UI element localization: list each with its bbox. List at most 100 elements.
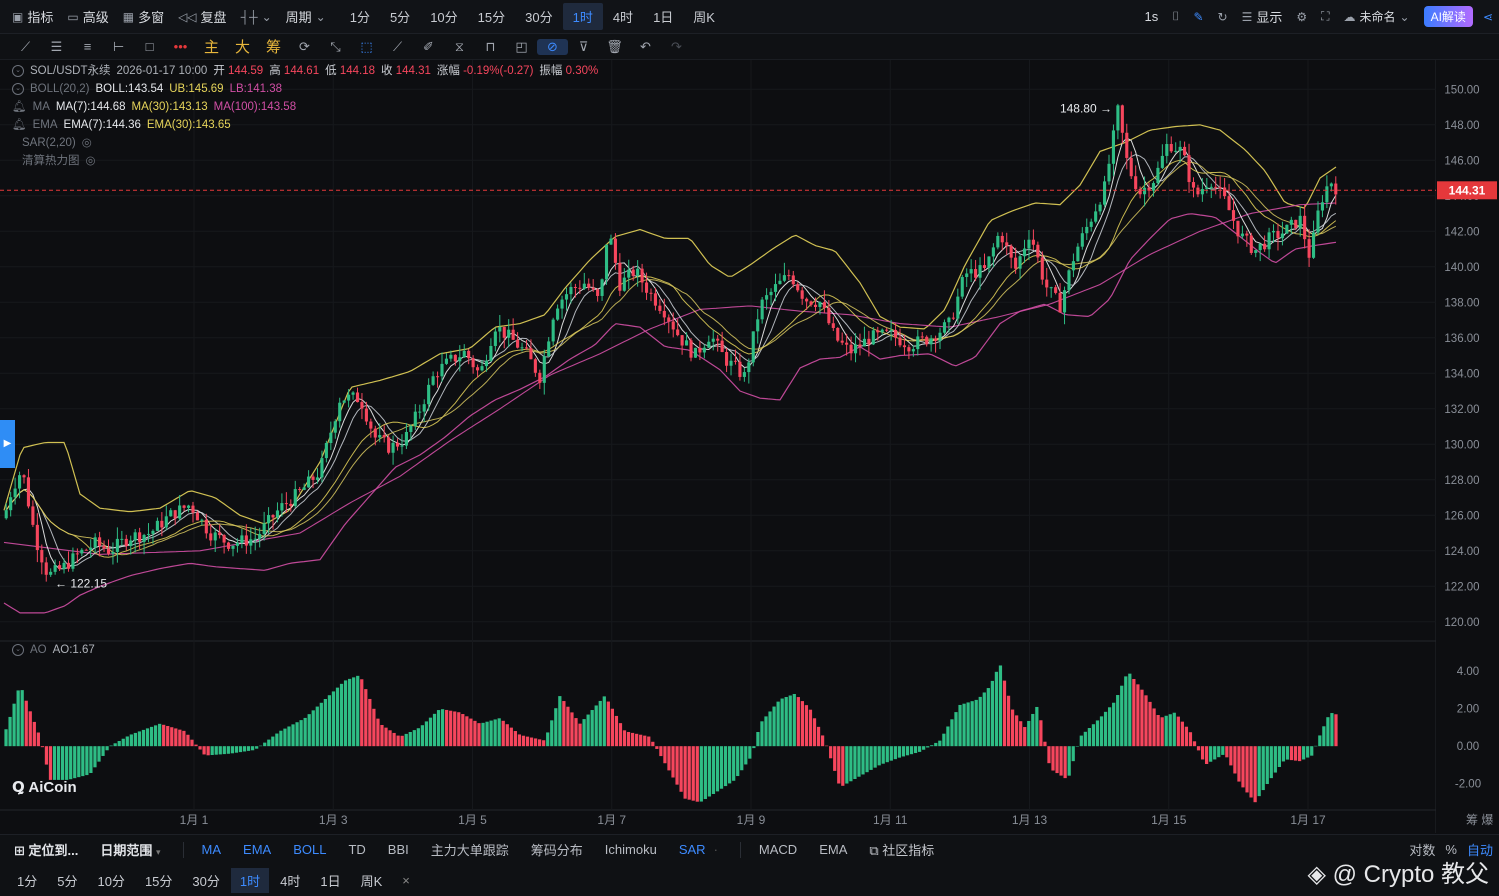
brush-icon[interactable]: ✐ bbox=[423, 38, 434, 54]
eye-hidden-icon[interactable]: ◎ bbox=[81, 137, 92, 149]
indicator-ema-sub[interactable]: EMA bbox=[819, 842, 848, 857]
advanced-button[interactable]: ▭ 高级 bbox=[67, 7, 108, 26]
period-tab[interactable]: 5分 bbox=[57, 873, 78, 889]
percent-toggle[interactable]: % bbox=[1445, 842, 1457, 857]
hide-drawings-icon[interactable]: ◰ bbox=[515, 38, 528, 54]
period-tab[interactable]: 5分 bbox=[389, 10, 411, 25]
ray-tool-icon[interactable]: ⊢ bbox=[112, 38, 125, 54]
period-tab[interactable]: 10分 bbox=[430, 10, 458, 25]
redo-icon[interactable]: ↷ bbox=[671, 38, 682, 54]
indicator-item[interactable]: BOLL bbox=[293, 842, 327, 857]
large-order-tool[interactable]: 大 bbox=[234, 39, 250, 56]
cursor-icon[interactable]: ⬚ bbox=[360, 38, 373, 54]
period-tab[interactable]: 1时 bbox=[562, 3, 603, 30]
indicator-item[interactable]: Ichimoku bbox=[604, 842, 657, 857]
measure-icon[interactable]: ⤡ bbox=[330, 38, 341, 54]
collapse-icon[interactable]: ⌄ bbox=[12, 83, 24, 95]
period-tab[interactable]: 15分 bbox=[477, 10, 506, 25]
more-tools-icon[interactable]: ••• bbox=[173, 39, 188, 54]
replay-button[interactable]: ◁◁ 复盘 bbox=[178, 7, 226, 26]
display-button[interactable]: ☰ 显示 bbox=[1242, 7, 1283, 26]
period-tab[interactable]: 4时 bbox=[612, 10, 634, 25]
undo-icon[interactable]: ↶ bbox=[640, 38, 651, 54]
auto-scale-toggle[interactable]: 自动 bbox=[1466, 843, 1493, 858]
multi-window-button[interactable]: ▦ 多窗 bbox=[123, 7, 164, 26]
ao-bar bbox=[554, 708, 558, 747]
period-tab[interactable]: 1时 bbox=[230, 867, 270, 893]
period-tab[interactable]: 1日 bbox=[653, 10, 674, 25]
filter-icon[interactable]: ⊽ bbox=[578, 38, 589, 54]
date-range-dropdown[interactable]: 日期范围 ▾ bbox=[100, 840, 160, 859]
sar-name[interactable]: SAR(2,20) bbox=[22, 137, 76, 149]
ao-bar bbox=[566, 706, 570, 747]
indicator-item[interactable]: BBI bbox=[387, 842, 409, 857]
interval-button[interactable]: 1s bbox=[1145, 9, 1159, 24]
share-icon[interactable]: ⋖ bbox=[1482, 9, 1493, 24]
parallel-lines-icon[interactable]: ≡ bbox=[83, 39, 92, 54]
ao-bar bbox=[56, 746, 61, 780]
locate-button[interactable]: ⊞ 定位到... bbox=[14, 840, 78, 859]
main-force-tool[interactable]: 主 bbox=[203, 39, 219, 56]
candle-body bbox=[1271, 230, 1276, 233]
edit-icon[interactable]: ✎ bbox=[1193, 9, 1204, 24]
expand-panel-icon[interactable]: ▶ bbox=[0, 420, 15, 468]
period-tab[interactable]: 1日 bbox=[320, 873, 341, 889]
period-dropdown[interactable]: 周期 ⌄ bbox=[286, 7, 326, 26]
period-tab[interactable]: 周K bbox=[360, 873, 383, 889]
period-tab[interactable]: 4时 bbox=[280, 873, 301, 889]
community-indicators-button[interactable]: ⧉ 社区指标 bbox=[869, 840, 934, 859]
ma-name[interactable]: MA bbox=[32, 101, 50, 113]
sync-icon[interactable]: ⟳ bbox=[299, 38, 310, 54]
collapse-icon[interactable]: ⌄ bbox=[12, 65, 24, 77]
price-chart[interactable]: 150.00148.00146.00144.00142.00140.00138.… bbox=[0, 60, 1499, 833]
heatmap-name[interactable]: 清算热力图 bbox=[22, 155, 80, 167]
indicators-button[interactable]: ▣ 指标 bbox=[12, 7, 53, 26]
settings-icon[interactable]: ⚙ bbox=[1296, 9, 1308, 24]
boll-mid-line bbox=[5, 161, 1337, 556]
ao-bar bbox=[707, 746, 712, 797]
horizontal-lines-icon[interactable]: ☰ bbox=[50, 38, 63, 54]
magnet-icon[interactable]: ⊘ bbox=[537, 38, 568, 55]
ruler-icon[interactable]: ⟋ bbox=[392, 38, 403, 54]
indicator-item[interactable]: 筹码分布 bbox=[530, 843, 583, 858]
trash-icon[interactable]: 🗑 bbox=[606, 38, 623, 54]
collapse-icon[interactable]: ⌄ bbox=[12, 644, 24, 656]
indicator-macd[interactable]: MACD bbox=[758, 842, 798, 857]
boll-name[interactable]: BOLL(20,2) bbox=[30, 83, 90, 95]
bell-icon[interactable]: 🔔︎ bbox=[12, 101, 27, 113]
ema-name[interactable]: EMA bbox=[32, 119, 58, 131]
bell-icon[interactable]: 🔔︎ bbox=[12, 119, 27, 131]
eye-hidden-icon[interactable]: ◎ bbox=[85, 155, 96, 167]
candle-body bbox=[98, 537, 102, 546]
ai-interpret-button[interactable]: AI解读 bbox=[1423, 6, 1473, 27]
period-tab[interactable]: 周K bbox=[693, 10, 715, 25]
period-tab[interactable]: 1分 bbox=[349, 10, 370, 25]
ao-bar bbox=[1103, 711, 1108, 747]
fullscreen-icon[interactable]: ⛶ bbox=[1321, 9, 1330, 23]
more-dot-icon[interactable]: · bbox=[713, 842, 718, 857]
candle-body bbox=[947, 317, 951, 323]
refresh-icon[interactable]: ↻ bbox=[1217, 9, 1228, 24]
lock-icon[interactable]: ⊓ bbox=[485, 38, 496, 54]
chips-tool[interactable]: 筹 bbox=[265, 39, 281, 56]
line-tool-icon[interactable]: ⟋ bbox=[20, 38, 31, 54]
candle-type-button[interactable]: ┤┼ ⌄ bbox=[241, 10, 272, 24]
indicator-item[interactable]: SAR bbox=[678, 842, 706, 857]
period-tab[interactable]: 1分 bbox=[17, 873, 38, 889]
indicator-item[interactable]: TD bbox=[348, 842, 366, 857]
rectangle-tool-icon[interactable]: □ bbox=[145, 39, 154, 54]
log-scale-toggle[interactable]: 对数 bbox=[1409, 843, 1436, 858]
close-icon[interactable]: × bbox=[402, 872, 410, 888]
indicator-item[interactable]: EMA bbox=[243, 842, 272, 857]
candle-body bbox=[227, 542, 231, 549]
layout-dropdown[interactable]: ☁ 未命名 ⌄ bbox=[1344, 8, 1410, 25]
indicator-item[interactable]: 主力大单跟踪 bbox=[430, 843, 509, 858]
period-tab[interactable]: 30分 bbox=[525, 10, 553, 25]
period-tab[interactable]: 15分 bbox=[144, 873, 173, 889]
ao-name[interactable]: AO bbox=[30, 644, 47, 656]
indicator-item[interactable]: MA bbox=[201, 842, 222, 857]
period-tab[interactable]: 30分 bbox=[192, 873, 220, 889]
period-tab[interactable]: 10分 bbox=[97, 873, 125, 889]
pattern-icon[interactable]: ⧖ bbox=[454, 38, 465, 54]
camera-icon[interactable]: ⌷ bbox=[1172, 9, 1180, 23]
